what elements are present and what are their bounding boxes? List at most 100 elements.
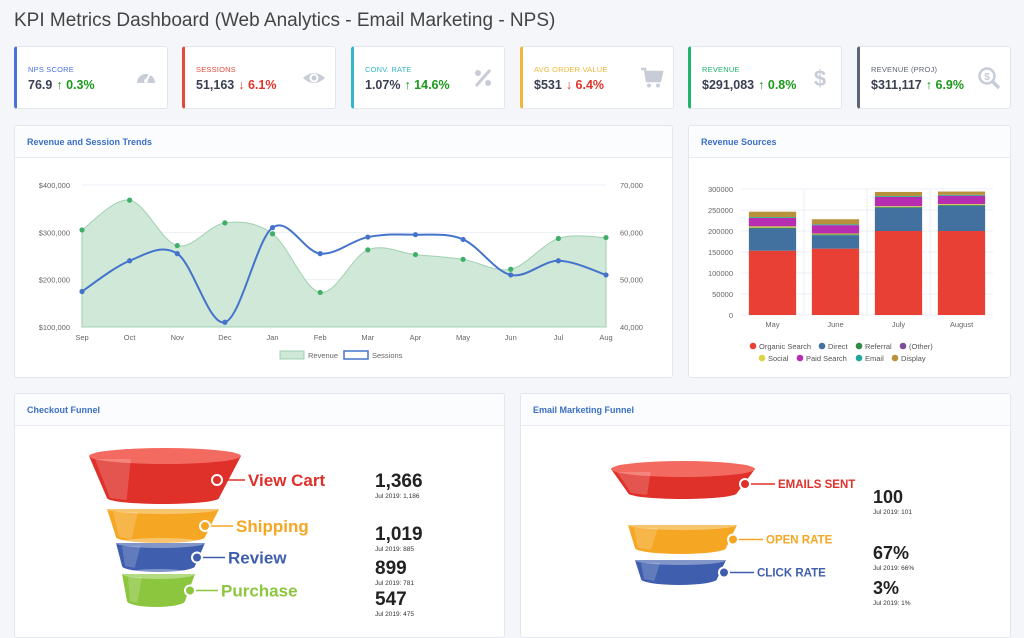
funnel-segment bbox=[611, 461, 755, 499]
bar-segment bbox=[812, 225, 859, 233]
bar-segment bbox=[749, 217, 796, 218]
bar-segment bbox=[875, 206, 922, 207]
revenue-point bbox=[127, 198, 132, 203]
sessions-point bbox=[127, 258, 132, 263]
sessions-point bbox=[508, 272, 513, 277]
bar-segment bbox=[875, 231, 922, 315]
bar-segment bbox=[749, 218, 796, 226]
sessions-point bbox=[413, 232, 418, 237]
x-axis-tick: May bbox=[765, 320, 779, 329]
x-axis-tick: August bbox=[950, 320, 974, 329]
funnel-stage-previous: Jul 2019: 66% bbox=[873, 565, 914, 572]
legend-swatch bbox=[759, 355, 766, 362]
x-axis-tick: July bbox=[892, 320, 906, 329]
funnel-stage-label: Purchase bbox=[221, 582, 298, 601]
x-axis-tick: Sep bbox=[75, 333, 88, 342]
legend-sessions-swatch bbox=[344, 351, 368, 359]
bar-segment bbox=[812, 224, 859, 225]
kpi-change: ↑ 0.8% bbox=[758, 78, 796, 92]
sessions-point bbox=[175, 251, 180, 256]
legend-label: (Other) bbox=[909, 342, 933, 351]
dollar-icon: $ bbox=[808, 66, 832, 90]
revenue-point bbox=[556, 236, 561, 241]
funnel-dot bbox=[728, 535, 738, 545]
legend-swatch bbox=[892, 355, 899, 362]
bar-segment bbox=[749, 212, 796, 217]
funnel-stage-previous: Jul 2019: 885 bbox=[375, 546, 414, 553]
kpi-card-revenue-proj[interactable]: REVENUE (PROJ) $311,117 ↑ 6.9% $ bbox=[857, 46, 1011, 109]
bar-segment bbox=[812, 234, 859, 235]
cart-icon bbox=[640, 66, 664, 90]
revenue-point bbox=[318, 290, 323, 295]
percent-icon bbox=[471, 66, 495, 90]
x-axis-tick: May bbox=[456, 333, 470, 342]
kpi-change: ↓ 6.4% bbox=[566, 78, 604, 92]
revenue-point bbox=[270, 231, 275, 236]
y-axis-tick: 100000 bbox=[708, 269, 733, 278]
kpi-label: SESSIONS bbox=[196, 65, 236, 74]
kpi-label: REVENUE bbox=[702, 65, 740, 74]
bar-segment bbox=[812, 219, 859, 224]
funnel-stage-label: EMAILS SENT bbox=[778, 479, 855, 491]
funnel-dot bbox=[185, 586, 195, 596]
x-axis-tick: Feb bbox=[314, 333, 327, 342]
x-axis-tick: Oct bbox=[124, 333, 137, 342]
legend-swatch bbox=[856, 355, 863, 362]
revenue-point bbox=[222, 220, 227, 225]
left-axis-tick: $100,000 bbox=[39, 323, 70, 332]
revenue-point bbox=[79, 227, 84, 232]
email-funnel-card: Email Marketing Funnel EMAILS SENT 100 Jul… bbox=[520, 393, 1011, 638]
sessions-point bbox=[270, 225, 275, 230]
funnel-segment bbox=[122, 569, 195, 607]
funnel-dot bbox=[192, 553, 202, 563]
kpi-card-aov[interactable]: AVG ORDER VALUE $531 ↓ 6.4% bbox=[520, 46, 674, 109]
funnel-stage-value: 67% bbox=[873, 543, 909, 563]
y-axis-tick: 300000 bbox=[708, 185, 733, 194]
funnel-stage-label: OPEN RATE bbox=[766, 535, 833, 547]
legend-label: Referral bbox=[865, 342, 892, 351]
funnel-stage-value: 1,366 bbox=[375, 471, 423, 492]
kpi-card-revenue[interactable]: REVENUE $291,083 ↑ 0.8% $ bbox=[688, 46, 842, 109]
bar-segment bbox=[875, 207, 922, 208]
bar-segment bbox=[875, 196, 922, 197]
legend-swatch bbox=[819, 343, 826, 350]
funnel-stage-label: Review bbox=[228, 549, 287, 568]
eye-icon bbox=[302, 66, 326, 90]
bar-segment bbox=[749, 228, 796, 229]
right-axis-tick: 70,000 bbox=[620, 181, 643, 190]
bar-segment bbox=[938, 204, 985, 205]
y-axis-tick: 0 bbox=[729, 311, 733, 320]
gauge-icon bbox=[134, 66, 158, 90]
funnel-stage-label: Shipping bbox=[236, 517, 309, 536]
revenue-point bbox=[508, 267, 513, 272]
funnel-stage-previous: Jul 2019: 781 bbox=[375, 580, 414, 587]
kpi-card-sessions[interactable]: SESSIONS 51,163 ↓ 6.1% bbox=[182, 46, 336, 109]
funnel-stage-value: 547 bbox=[375, 589, 407, 610]
funnel-segment bbox=[628, 520, 737, 554]
kpi-value: $291,083 ↑ 0.8% bbox=[702, 78, 796, 92]
funnel-stage-value: 100 bbox=[873, 487, 903, 507]
revenue-sources-chart: 050000100000150000200000250000300000May J… bbox=[689, 126, 1011, 378]
bar-segment bbox=[938, 206, 985, 231]
legend-swatch bbox=[797, 355, 804, 362]
legend-label: Email bbox=[865, 354, 884, 363]
legend-label: Direct bbox=[828, 342, 849, 351]
kpi-card-conv-rate[interactable]: CONV. RATE 1.07% ↑ 14.6% bbox=[351, 46, 505, 109]
funnel-stage-previous: Jul 2019: 1% bbox=[873, 600, 911, 607]
revenue-point bbox=[413, 252, 418, 257]
sessions-point bbox=[222, 320, 227, 325]
funnel-stage-previous: Jul 2019: 475 bbox=[375, 611, 414, 618]
x-axis-tick: Jul bbox=[554, 333, 564, 342]
left-axis-tick: $400,000 bbox=[39, 181, 70, 190]
legend-revenue-swatch bbox=[280, 351, 304, 359]
bar-segment bbox=[938, 231, 985, 315]
left-axis-tick: $300,000 bbox=[39, 228, 70, 237]
funnel-stage-previous: Jul 2019: 101 bbox=[873, 509, 912, 516]
funnel-stage-value: 899 bbox=[375, 558, 407, 579]
funnel-stage-label: View Cart bbox=[248, 471, 326, 490]
x-axis-tick: Mar bbox=[361, 333, 374, 342]
kpi-card-nps[interactable]: NPS SCORE 76.9 ↑ 0.3% bbox=[14, 46, 168, 109]
funnel-stage-previous: Jul 2019: 1,186 bbox=[375, 493, 420, 500]
funnel-stage-label: CLICK RATE bbox=[757, 568, 826, 580]
revenue-session-trends-chart: $100,000 $200,000 $300,000 $400,000 40,000 50… bbox=[15, 126, 673, 378]
